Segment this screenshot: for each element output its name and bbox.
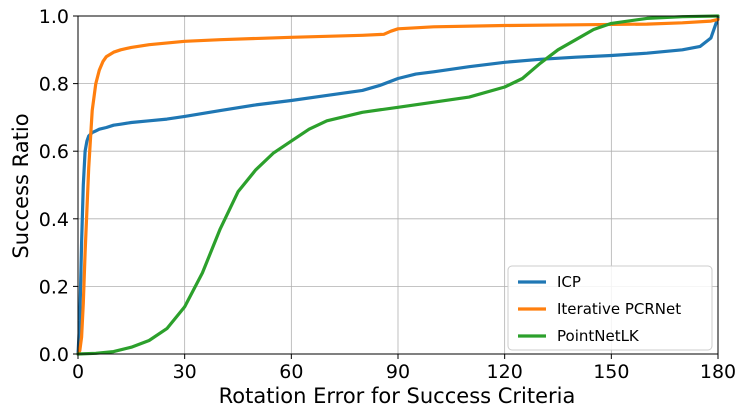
x-tick-label: 180 (700, 361, 736, 383)
series-line-pointnetlk (76, 14, 720, 356)
legend-label: PointNetLK (557, 327, 640, 345)
y-axis-title: Success Ratio (9, 113, 33, 258)
x-tick-label: 150 (593, 361, 629, 383)
legend-label: Iterative PCRNet (557, 300, 681, 318)
x-tick-label: 0 (72, 361, 84, 383)
x-tick-label: 120 (487, 361, 523, 383)
x-tick-label: 60 (279, 361, 303, 383)
series-line-iterative-pcrnet (76, 17, 720, 356)
series-line-icp (76, 16, 720, 356)
x-axis-title: Rotation Error for Success Criteria (219, 384, 576, 408)
x-tick-label: 90 (386, 361, 410, 383)
legend-box (507, 265, 713, 351)
axis-ticks: 0 30 60 90 120 150 180 0.0 0.2 0.4 0.6 0.8 1.0 (39, 6, 736, 383)
y-tick-label: 0.0 (39, 344, 69, 366)
legend-label: ICP (557, 273, 581, 291)
y-tick-label: 0.4 (39, 209, 69, 231)
series-layer (76, 14, 720, 356)
legend: ICP Iterative PCRNet PointNetLK (507, 265, 713, 351)
y-tick-label: 0.6 (39, 141, 69, 163)
x-tick-label: 30 (173, 361, 197, 383)
y-tick-label: 0.8 (39, 74, 69, 96)
y-tick-label: 1.0 (39, 6, 69, 28)
y-tick-label: 0.2 (39, 276, 69, 298)
